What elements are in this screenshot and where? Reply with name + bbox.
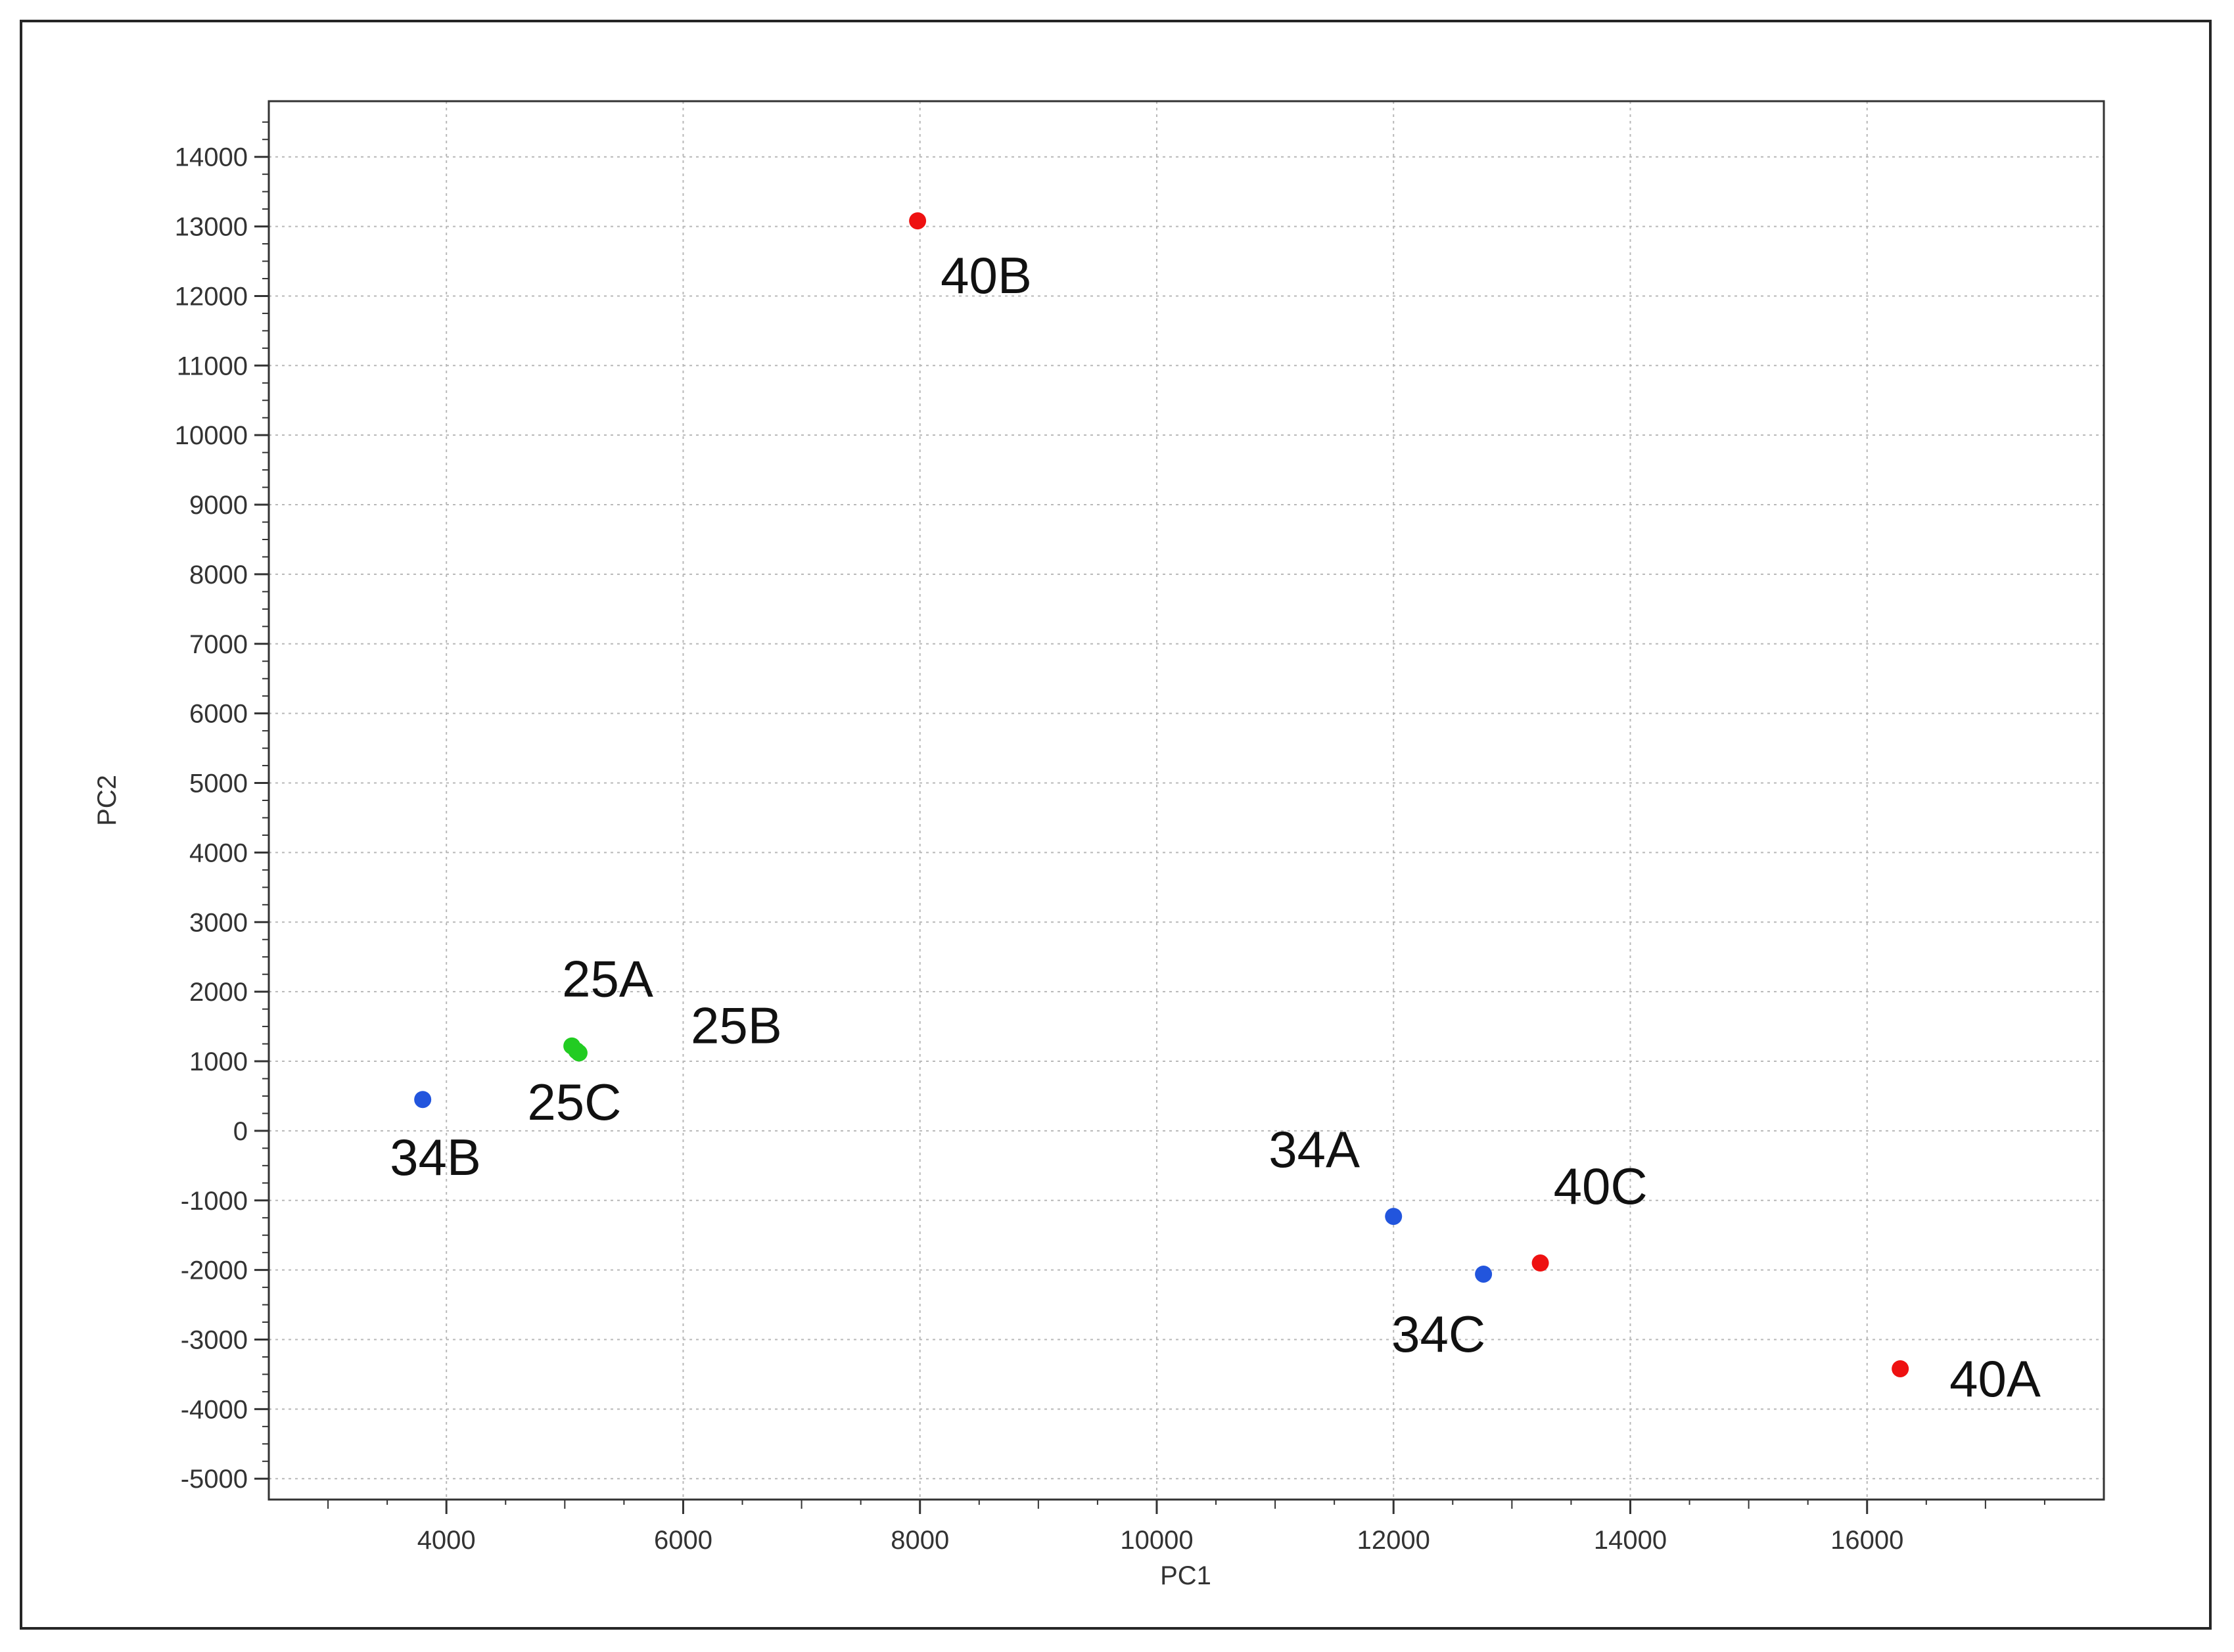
data-point-34c [1475, 1265, 1493, 1283]
y-tick-label: 0 [233, 1117, 248, 1146]
y-tick-label: -5000 [181, 1465, 248, 1494]
y-tick-label: 1000 [189, 1047, 248, 1076]
data-point-40c [1531, 1254, 1549, 1272]
y-tick-label: 6000 [189, 700, 248, 729]
data-point-34a [1385, 1208, 1403, 1226]
point-label-25b: 25B [691, 996, 782, 1054]
y-tick-label: 3000 [189, 908, 248, 937]
data-point-40a [1892, 1360, 1909, 1377]
y-tick-label: 2000 [189, 978, 248, 1007]
point-label-25a: 25A [562, 950, 653, 1008]
y-tick-label: -1000 [181, 1187, 248, 1216]
x-tick-label: 14000 [1594, 1526, 1667, 1555]
data-point-34b [414, 1091, 432, 1109]
y-tick-label: 10000 [175, 421, 248, 450]
y-tick-label: 4000 [189, 838, 248, 867]
ticks-layer: 4000 6000 8000 10000 12000 14000 16000-5000-40… [175, 121, 2045, 1555]
y-tick-label: 12000 [175, 282, 248, 311]
y-tick-label: -4000 [181, 1395, 248, 1424]
x-tick-label: 12000 [1357, 1526, 1430, 1555]
x-axis-title: PC1 [1160, 1561, 1211, 1590]
point-label-34c: 34C [1391, 1305, 1485, 1363]
y-tick-label: 5000 [189, 769, 248, 798]
data-point-40b [909, 212, 927, 230]
point-label-40b: 40B [941, 246, 1032, 304]
chart-frame: 4000 6000 8000 10000 12000 14000 16000 -5000 -40… [20, 20, 2212, 1630]
y-tick-label: 7000 [189, 630, 248, 659]
scatter-chart: 4000 6000 8000 10000 12000 14000 16000-5000-40… [93, 100, 2105, 1590]
point-label-40c: 40C [1554, 1157, 1648, 1215]
point-label-34b: 34B [390, 1128, 481, 1186]
x-tick-label: 10000 [1120, 1526, 1193, 1555]
x-tick-label: 6000 [654, 1526, 712, 1555]
y-axis-title: PC2 [93, 775, 122, 826]
plot-area [268, 100, 2105, 1501]
x-tick-label: 16000 [1830, 1526, 1903, 1555]
data-point-25c [568, 1042, 586, 1060]
y-tick-label: 14000 [175, 143, 248, 172]
grid-layer [269, 101, 2104, 1500]
point-label-40a: 40A [1949, 1350, 2041, 1408]
points-layer: 40B 25A 25B 25C 34B 34A 34C 40C 40A [390, 212, 2041, 1408]
x-tick-label: 4000 [417, 1526, 476, 1555]
y-tick-label: 9000 [189, 491, 248, 520]
point-label-34a: 34A [1268, 1120, 1360, 1178]
x-tick-label: 8000 [891, 1526, 949, 1555]
point-label-25c: 25C [527, 1073, 621, 1131]
y-tick-label: 11000 [177, 352, 248, 380]
y-tick-label: 8000 [189, 561, 248, 589]
y-tick-label: -2000 [181, 1256, 248, 1285]
y-tick-label: 13000 [175, 213, 248, 242]
y-tick-label: -3000 [181, 1325, 248, 1354]
